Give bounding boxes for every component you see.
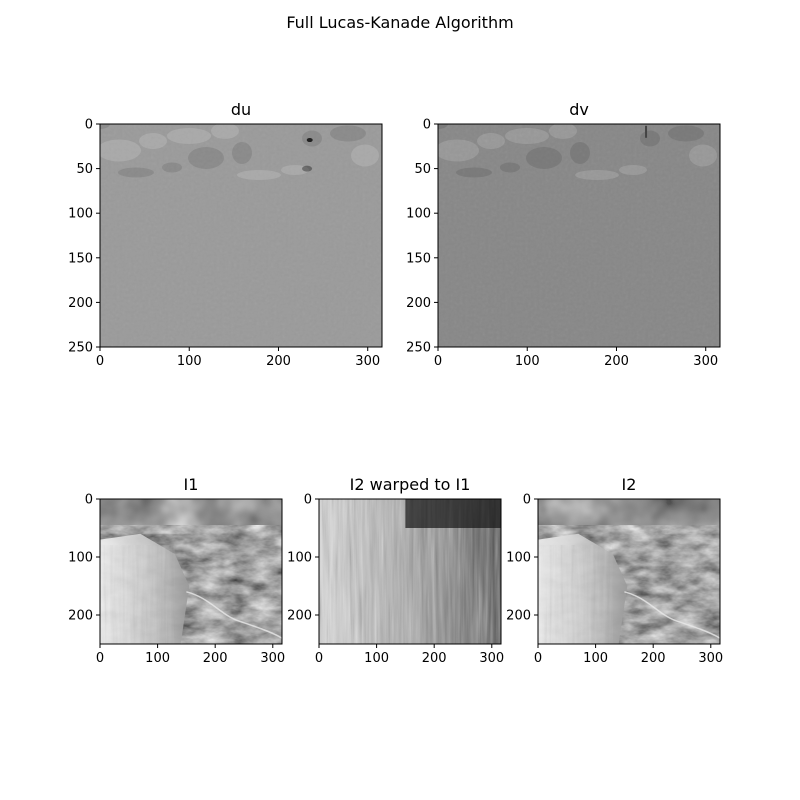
x-tick-label: 300 — [698, 651, 723, 666]
y-tick-label: 150 — [406, 251, 431, 266]
x-tick-label: 300 — [479, 651, 504, 666]
y-tick-label: 0 — [85, 493, 93, 508]
x-tick-label: 0 — [315, 651, 323, 666]
figure-title: Full Lucas-Kanade Algorithm — [286, 13, 514, 32]
panel-i2-warped-to-i1: I2 warped to I1 0 100 200 300 0 100 200 — [287, 475, 504, 666]
image-i1 — [100, 499, 282, 644]
x-tick-label: 0 — [96, 354, 104, 369]
x-tick-label: 0 — [534, 651, 542, 666]
x-tick-label: 0 — [96, 651, 104, 666]
y-tick-label: 150 — [68, 251, 93, 266]
y-tick-label: 0 — [423, 118, 431, 133]
x-tick-label: 200 — [641, 651, 666, 666]
x-tick-label: 0 — [434, 354, 442, 369]
y-tick-label: 100 — [406, 207, 431, 222]
y-tick-label: 50 — [76, 162, 93, 177]
panel-title: I1 — [184, 475, 199, 494]
y-tick-label: 250 — [406, 341, 431, 356]
axes-frame — [318, 498, 502, 645]
y-tick-label: 50 — [414, 162, 431, 177]
x-tick-label: 200 — [266, 354, 291, 369]
panel-title: I2 — [622, 475, 637, 494]
y-tick-label: 100 — [68, 207, 93, 222]
x-tick-label: 100 — [177, 354, 202, 369]
y-tick-label: 0 — [304, 493, 312, 508]
y-tick-label: 100 — [506, 551, 531, 566]
y-tick-label: 250 — [68, 341, 93, 356]
axes-frame — [537, 498, 721, 645]
y-tick-label: 200 — [287, 609, 312, 624]
panel-title: dv — [569, 100, 589, 119]
y-tick-label: 100 — [68, 551, 93, 566]
image-dv — [438, 124, 720, 347]
image-i2 — [538, 499, 720, 644]
axes-frame — [99, 123, 383, 348]
x-tick-label: 100 — [515, 354, 540, 369]
y-tick-label: 200 — [68, 609, 93, 624]
y-tick-label: 200 — [68, 296, 93, 311]
panel-title: I2 warped to I1 — [350, 475, 471, 494]
x-tick-label: 200 — [203, 651, 228, 666]
axes-frame — [437, 123, 721, 348]
y-tick-label: 200 — [406, 296, 431, 311]
y-tick-label: 200 — [506, 609, 531, 624]
x-tick-label: 200 — [604, 354, 629, 369]
axes-frame — [99, 498, 283, 645]
image-i2-warped-to-i1 — [319, 499, 501, 644]
y-tick-label: 0 — [523, 493, 531, 508]
x-tick-label: 300 — [693, 354, 718, 369]
x-tick-label: 300 — [260, 651, 285, 666]
x-tick-label: 100 — [364, 651, 389, 666]
x-tick-label: 100 — [145, 651, 170, 666]
panel-dv: dv 0 100 200 300 0 50 100 150 200 250 — [406, 100, 721, 369]
x-tick-label: 100 — [583, 651, 608, 666]
x-tick-label: 300 — [355, 354, 380, 369]
x-tick-label: 200 — [422, 651, 447, 666]
panel-title: du — [231, 100, 251, 119]
y-tick-label: 100 — [287, 551, 312, 566]
y-tick-label: 0 — [85, 118, 93, 133]
panel-du: du 0 100 200 300 0 50 100 150 200 250 — [68, 100, 383, 369]
image-du — [100, 124, 382, 347]
panel-i2: I2 0 100 200 300 0 100 200 — [506, 475, 723, 666]
panel-i1: I1 0 100 200 300 0 100 200 — [68, 475, 285, 666]
